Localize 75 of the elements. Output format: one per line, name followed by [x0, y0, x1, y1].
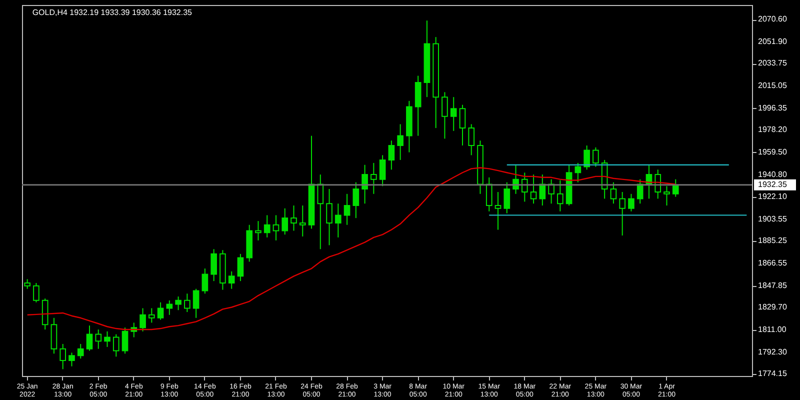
- candlestick: [672, 178, 679, 198]
- candlestick: [494, 191, 502, 230]
- candlestick: [388, 140, 395, 170]
- candlestick: [628, 193, 634, 212]
- candlestick: [210, 248, 217, 282]
- candlestick: [442, 92, 448, 140]
- y-tick-label: 1922.10: [758, 192, 788, 202]
- candlestick: [636, 178, 644, 204]
- y-tick-label: 1792.30: [758, 347, 788, 356]
- y-tick-label: 1866.55: [758, 258, 788, 268]
- candlestick: [370, 162, 377, 194]
- candlestick: [290, 205, 297, 232]
- candlestick: [592, 146, 599, 168]
- candlestick: [557, 180, 564, 212]
- candlestick: [68, 352, 75, 367]
- candlestick: [326, 188, 332, 246]
- candlestick: [95, 328, 102, 350]
- y-tick-label: 1774.15: [758, 369, 788, 378]
- candlestick: [272, 214, 280, 241]
- candlestick: [202, 268, 208, 294]
- y-tick-label: 1811.00: [758, 324, 787, 334]
- y-tick-label: 1959.50: [758, 147, 788, 156]
- candlestick: [33, 282, 40, 303]
- candlestick: [175, 296, 182, 311]
- candlestick: [334, 203, 342, 238]
- candlestick: [264, 214, 270, 238]
- candlestick: [104, 330, 110, 348]
- candlestick: [77, 343, 84, 360]
- chart-title: GOLD,H4 1932.19 1933.39 1930.36 1932.35: [32, 8, 193, 17]
- y-tick-label: 1829.70: [758, 302, 788, 312]
- candlestick: [344, 193, 350, 226]
- candlestick: [584, 144, 590, 170]
- y-tick-label: 2070.60: [758, 14, 788, 24]
- y-tick-label: 1996.35: [758, 103, 788, 112]
- candlestick: [24, 278, 30, 290]
- candlestick: [86, 325, 93, 352]
- candlestick: [255, 220, 262, 241]
- candlestick: [282, 208, 288, 236]
- ref-line-label: 1932.35: [758, 180, 788, 189]
- candlestick: [352, 182, 360, 219]
- y-tick-label: 2015.05: [758, 81, 788, 90]
- candlestick: [521, 172, 528, 202]
- candlestick: [539, 174, 546, 206]
- y-tick-label: 2033.75: [758, 58, 788, 68]
- candlestick: [459, 104, 466, 146]
- candlestick: [619, 191, 626, 236]
- candlestick: [237, 253, 244, 282]
- candlestick: [486, 176, 492, 212]
- candlestick: [148, 308, 155, 324]
- candlestick: [397, 124, 404, 160]
- candlestick: [468, 124, 475, 156]
- y-tick-label: 1978.20: [758, 125, 788, 134]
- y-tick-label: 1885.25: [758, 236, 788, 246]
- candlestick: [504, 182, 510, 214]
- candlestick: [60, 343, 66, 370]
- candlestick: [299, 205, 306, 237]
- candlestick: [379, 154, 386, 187]
- candlestick: [157, 302, 164, 320]
- candlestick: [140, 308, 146, 332]
- candlestick: [317, 174, 324, 250]
- candlestick: [122, 327, 128, 354]
- candlestick: [574, 162, 582, 183]
- y-tick-label: 1903.55: [758, 214, 788, 224]
- candlestick: [228, 270, 235, 290]
- y-tick-label: 1940.80: [758, 170, 788, 179]
- candlestick: [450, 96, 457, 132]
- candlestick: [664, 186, 670, 206]
- y-tick-label: 1847.85: [758, 280, 788, 290]
- candlestick: [362, 164, 368, 204]
- candlestick: [610, 182, 617, 204]
- candlestick: [192, 288, 200, 318]
- candlestick: [184, 293, 190, 313]
- candlestick: [530, 174, 537, 204]
- candlestick: [112, 334, 120, 358]
- y-tick-label: 2051.90: [758, 36, 788, 46]
